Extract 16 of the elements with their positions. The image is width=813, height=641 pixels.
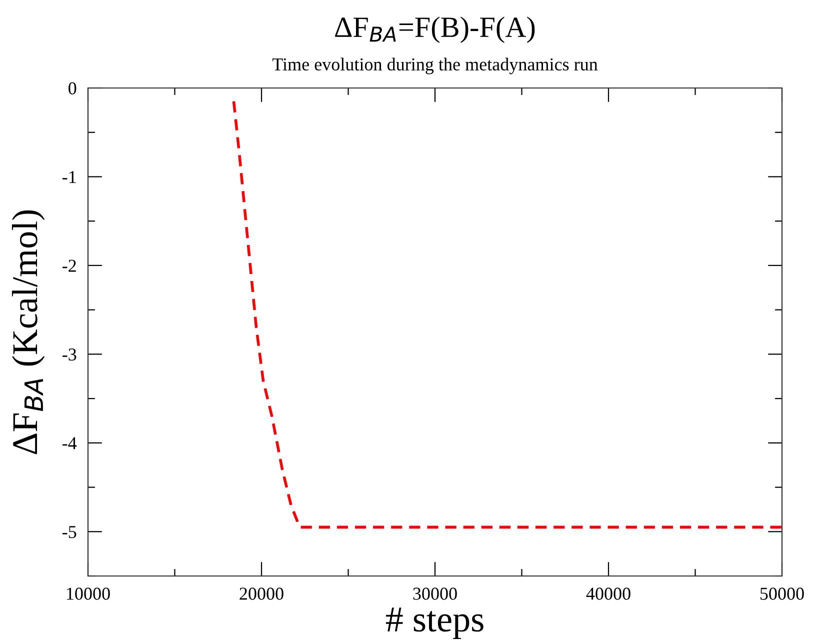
- y-tick-label: -5: [62, 526, 76, 538]
- y-tick-label: -4: [62, 437, 77, 450]
- line-series: [232, 100, 782, 529]
- chart-title: ΔF$_{BA}$=F(B)-F(A): [335, 16, 535, 44]
- y-tick-label: -2: [62, 260, 76, 272]
- x-tick-label: 10000: [67, 588, 110, 600]
- x-tick-label: 40000: [586, 588, 630, 600]
- x-axis-title: # steps: [386, 608, 484, 640]
- x-tick-label: 50000: [760, 588, 804, 600]
- y-tick-label: 0: [68, 82, 76, 94]
- chart-subtitle: Time evolution during the metadynamics run: [272, 58, 598, 74]
- y-axis-title: ΔF$_{BA}$ (Kcal/mol): [12, 210, 45, 454]
- x-tick-label: 30000: [413, 588, 457, 600]
- y-tick-label: -1: [62, 171, 76, 183]
- x-tick-label: 20000: [240, 588, 284, 600]
- y-tick-label: -3: [62, 348, 76, 361]
